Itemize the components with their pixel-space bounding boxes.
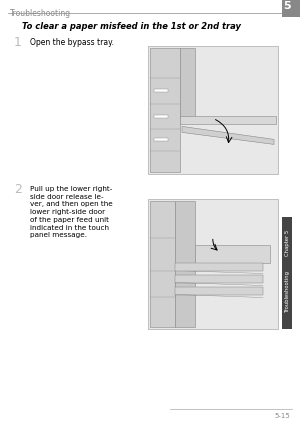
Text: Chapter 5: Chapter 5 [284, 229, 290, 255]
Text: 2: 2 [14, 183, 22, 196]
Bar [282, 218, 292, 329]
Bar [175, 275, 263, 283]
Bar [150, 201, 175, 327]
Bar [148, 47, 278, 175]
Bar [180, 49, 195, 119]
Text: 1: 1 [14, 36, 22, 49]
Text: 5: 5 [284, 1, 291, 11]
Text: Open the bypass tray.: Open the bypass tray. [30, 38, 114, 47]
Text: Troubleshooting: Troubleshooting [10, 9, 71, 18]
Bar [282, 0, 300, 18]
Bar [180, 117, 276, 125]
Bar [154, 138, 168, 141]
Bar [175, 287, 263, 295]
Text: Troubleshooting: Troubleshooting [284, 269, 290, 311]
Bar [175, 201, 195, 327]
Bar [195, 245, 270, 263]
Bar [175, 263, 263, 271]
Text: Pull up the lower right-
side door release le-
ver, and then open the
lower righ: Pull up the lower right- side door relea… [30, 186, 113, 238]
Text: To clear a paper misfeed in the 1st or 2nd tray: To clear a paper misfeed in the 1st or 2… [22, 22, 241, 31]
Bar [150, 49, 180, 173]
Bar [154, 115, 168, 118]
Text: 5-15: 5-15 [274, 412, 290, 418]
Polygon shape [182, 127, 274, 145]
Bar [154, 90, 168, 93]
Bar [148, 199, 278, 329]
